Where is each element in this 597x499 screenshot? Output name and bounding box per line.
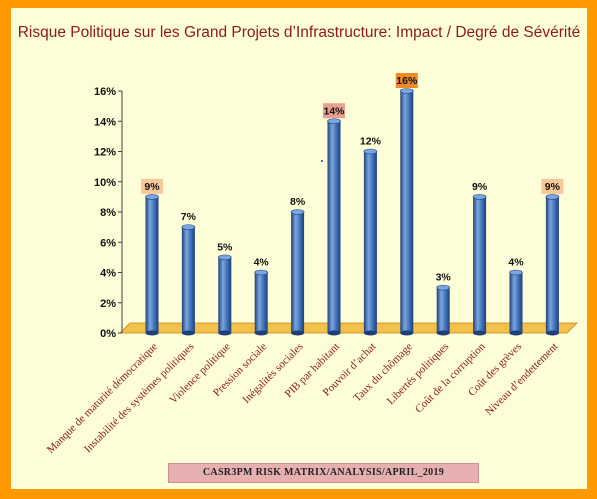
data-label: 9% (472, 181, 488, 193)
bar (181, 227, 195, 333)
bar (400, 91, 414, 333)
bar-top (436, 284, 451, 291)
bar (145, 196, 159, 333)
chart-title: Risque Politique sur les Grand Projets d… (17, 24, 581, 41)
bar-base (473, 330, 487, 336)
bar (473, 196, 487, 333)
bar (291, 212, 305, 333)
bar (436, 287, 450, 333)
chart-floor (119, 322, 578, 334)
data-label: 4% (508, 257, 524, 269)
category-label: Niveau d’endettement (483, 341, 560, 418)
y-tick-label: 8% (100, 207, 116, 219)
bar (327, 121, 341, 333)
category-label: Libertés politiques (385, 341, 452, 408)
category-label: Coût de la corruption (413, 340, 488, 415)
bar-top (218, 254, 232, 261)
bar-chart: 0%2%4%6%8%10%12%14%16%9%Manque de maturi… (45, 73, 578, 456)
y-tick-label: 4% (100, 268, 116, 280)
bar-base (363, 330, 377, 336)
footer-banner: CASR3PM RISK MATRIX/ANALYSIS/APRIL_2019 (168, 463, 479, 483)
bar-top (254, 269, 268, 276)
bar-base (509, 330, 523, 336)
bar (254, 272, 268, 333)
marker-dot (321, 160, 323, 162)
bar-base (436, 330, 450, 336)
data-label: 7% (181, 211, 197, 223)
bar-base (218, 330, 232, 336)
bar (545, 196, 559, 333)
data-label: 5% (217, 241, 233, 253)
y-tick-label: 16% (94, 86, 116, 98)
y-tick-label: 0% (100, 328, 116, 340)
bar-base (181, 330, 195, 336)
bar-base (145, 330, 159, 336)
bar-top (363, 148, 378, 155)
bar-top (472, 194, 487, 200)
bar-top (290, 209, 305, 215)
data-label: 14% (323, 105, 345, 117)
data-label: 8% (290, 196, 306, 208)
bar-base (254, 330, 268, 336)
data-label-highlight (541, 178, 564, 194)
y-tick-label: 2% (100, 298, 116, 310)
bar-top (545, 194, 560, 200)
data-label-highlight (141, 178, 163, 194)
bar-base (291, 330, 305, 336)
data-label: 12% (360, 136, 382, 148)
bar (509, 272, 523, 333)
bar-base (327, 330, 341, 336)
data-label: 4% (254, 257, 270, 269)
bar (363, 151, 377, 333)
y-tick-label: 12% (94, 147, 116, 159)
y-tick-label: 6% (100, 237, 116, 249)
bar-top (181, 224, 196, 230)
chart-frame: Risque Politique sur les Grand Projets d… (11, 8, 587, 489)
bar-top (145, 194, 159, 200)
data-label: 16% (396, 75, 418, 87)
bar (218, 257, 232, 333)
data-label-highlight (323, 103, 345, 119)
bar-top (509, 269, 523, 276)
data-label-highlight (395, 73, 418, 88)
data-label: 9% (144, 181, 160, 193)
data-label: 9% (545, 181, 561, 193)
y-tick-label: 10% (94, 177, 116, 189)
bar-top (327, 118, 341, 125)
bar-base (545, 330, 559, 336)
data-label: 3% (436, 272, 452, 284)
bar-base (400, 330, 414, 336)
y-tick-label: 14% (94, 116, 116, 128)
bar-top (399, 88, 414, 94)
